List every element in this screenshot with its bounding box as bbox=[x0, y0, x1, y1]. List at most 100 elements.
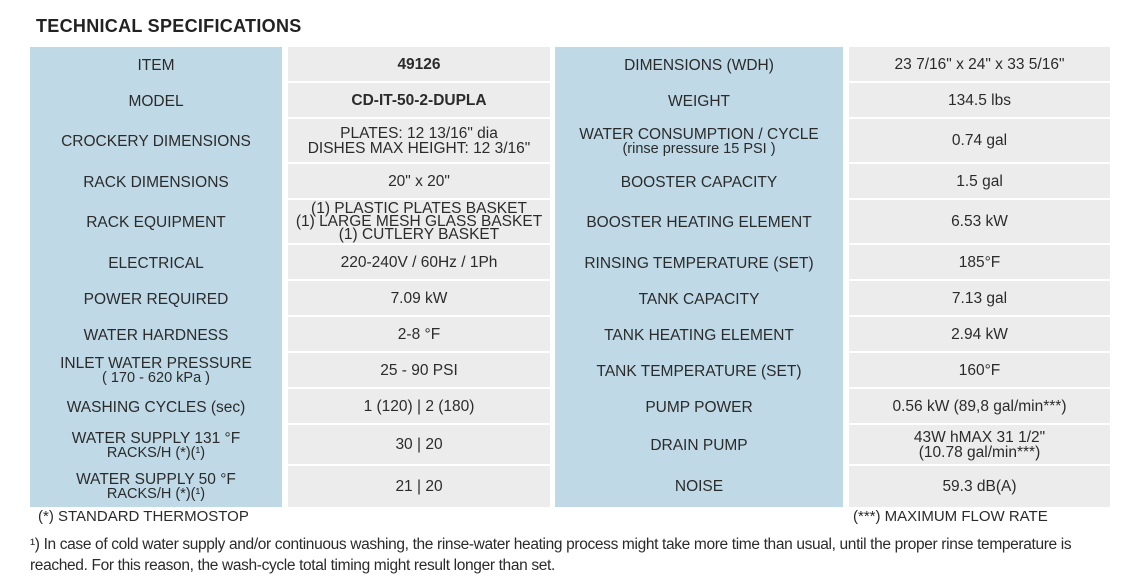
left-crockery-dimensions-label: CROCKERY DIMENSIONS bbox=[30, 119, 282, 164]
left-water-hardness-value: 2-8 °F bbox=[288, 317, 550, 353]
right-value-column: 23 7/16" x 24" x 33 5/16" 134.5 lbs 0.74 g… bbox=[849, 47, 1110, 507]
left-electrical-value: 220-240V / 60Hz / 1Ph bbox=[288, 245, 550, 281]
spec-value-line: 49126 bbox=[397, 55, 441, 73]
left-water-supply-131-f-label: WATER SUPPLY 131 °F RACKS/H (*)(¹) bbox=[30, 425, 282, 466]
spec-value-line: DISHES MAX HEIGHT: 12 3/16" bbox=[307, 139, 531, 157]
spec-value-line: 7.09 kW bbox=[390, 289, 448, 307]
spec-value-line: 0.56 kW (89,8 gal/min***) bbox=[892, 397, 1067, 415]
spec-value-line: 220-240V / 60Hz / 1Ph bbox=[340, 253, 498, 271]
spec-label-line: RINSING TEMPERATURE (SET) bbox=[584, 254, 814, 272]
spec-label-line: ELECTRICAL bbox=[108, 254, 204, 272]
footnote-maximum-flow-rate: (***) MAXIMUM FLOW RATE bbox=[853, 508, 1048, 525]
right-tank-capacity-label: TANK CAPACITY bbox=[555, 281, 843, 317]
spec-label-line: POWER REQUIRED bbox=[83, 290, 229, 308]
spec-label-line: NOISE bbox=[674, 478, 724, 495]
spec-label-line: RACKS/H (*)(¹) bbox=[106, 444, 206, 461]
right-dimensions-wdh-value: 23 7/16" x 24" x 33 5/16" bbox=[849, 47, 1110, 83]
spec-value-line: 160°F bbox=[958, 361, 1001, 379]
left-washing-cycles-sec-label: WASHING CYCLES (sec) bbox=[30, 389, 282, 425]
right-tank-temperature-set-value: 160°F bbox=[849, 353, 1110, 389]
spec-value-line: PLATES: 12 13/16" dia bbox=[340, 124, 498, 142]
spec-label-line: INLET WATER PRESSURE bbox=[60, 355, 252, 372]
left-electrical-label: ELECTRICAL bbox=[30, 245, 282, 281]
spec-value-line: 1 (120) | 2 (180) bbox=[363, 397, 475, 415]
spec-label-line: CROCKERY DIMENSIONS bbox=[61, 133, 251, 150]
right-pump-power-value: 0.56 kW (89,8 gal/min***) bbox=[849, 389, 1110, 425]
spec-label-line: ITEM bbox=[137, 56, 175, 74]
spec-label-line: WATER SUPPLY 50 °F bbox=[76, 470, 236, 488]
spec-label-line: WATER SUPPLY 131 °F bbox=[71, 429, 241, 447]
spec-value-line: 30 | 20 bbox=[395, 436, 443, 453]
right-booster-heating-element-value: 6.53 kW bbox=[849, 200, 1110, 245]
spec-label-line: TANK TEMPERATURE (SET) bbox=[596, 362, 802, 380]
right-label-column: DIMENSIONS (WDH) WEIGHT WATER CONSUMPTION … bbox=[555, 47, 843, 507]
spec-label-line: WASHING CYCLES (sec) bbox=[66, 398, 246, 416]
spec-label-line: DIMENSIONS (WDH) bbox=[624, 56, 774, 74]
spec-value-line: CD-IT-50-2-DUPLA bbox=[351, 91, 487, 109]
left-rack-dimensions-label: RACK DIMENSIONS bbox=[30, 164, 282, 200]
left-label-column: ITEM MODEL CROCKERY DIMENSIONS RACK DIMENSI… bbox=[30, 47, 282, 507]
right-tank-temperature-set-label: TANK TEMPERATURE (SET) bbox=[555, 353, 843, 389]
spec-label-line: WEIGHT bbox=[668, 92, 730, 110]
right-booster-capacity-label: BOOSTER CAPACITY bbox=[555, 164, 843, 200]
spec-value-line: 21 | 20 bbox=[395, 478, 443, 495]
right-noise-value: 59.3 dB(A) bbox=[849, 466, 1110, 507]
right-tank-capacity-value: 7.13 gal bbox=[849, 281, 1110, 317]
left-rack-equipment-value: (1) PLASTIC PLATES BASKET (1) LARGE MESH … bbox=[288, 200, 550, 245]
right-drain-pump-label: DRAIN PUMP bbox=[555, 425, 843, 466]
spec-value-line: 0.74 gal bbox=[951, 132, 1008, 149]
left-rack-equipment-label: RACK EQUIPMENT bbox=[30, 200, 282, 245]
right-tank-heating-element-value: 2.94 kW bbox=[849, 317, 1110, 353]
right-booster-capacity-value: 1.5 gal bbox=[849, 164, 1110, 200]
spec-label-line: RACK DIMENSIONS bbox=[83, 173, 229, 191]
spec-value-line: (1) CUTLERY BASKET bbox=[338, 226, 500, 243]
spec-value-line: (1) LARGE MESH GLASS BASKET bbox=[295, 213, 543, 230]
spec-value-line: 7.13 gal bbox=[951, 289, 1008, 307]
left-washing-cycles-sec-value: 1 (120) | 2 (180) bbox=[288, 389, 550, 425]
right-pump-power-label: PUMP POWER bbox=[555, 389, 843, 425]
right-rinsing-temperature-set-value: 185°F bbox=[849, 245, 1110, 281]
footnote-standard-thermostop: (*) STANDARD THERMOSTOP bbox=[38, 508, 249, 525]
rinse-note: ¹) In case of cold water supply and/or c… bbox=[30, 536, 1072, 574]
spec-value-line: 23 7/16" x 24" x 33 5/16" bbox=[894, 55, 1065, 73]
spec-label-line: BOOSTER CAPACITY bbox=[620, 173, 778, 191]
left-value-column: 49126 CD-IT-50-2-DUPLA PLATES: 12 13/16" d… bbox=[288, 47, 550, 507]
left-inlet-water-pressure-value: 25 - 90 PSI bbox=[288, 353, 550, 389]
left-power-required-label: POWER REQUIRED bbox=[30, 281, 282, 317]
left-model-value: CD-IT-50-2-DUPLA bbox=[288, 83, 550, 119]
left-power-required-value: 7.09 kW bbox=[288, 281, 550, 317]
left-water-supply-50-f-label: WATER SUPPLY 50 °F RACKS/H (*)(¹) bbox=[30, 466, 282, 507]
spec-value-line: 185°F bbox=[958, 253, 1001, 271]
left-crockery-dimensions-value: PLATES: 12 13/16" dia DISHES MAX HEIGHT: … bbox=[288, 119, 550, 164]
spec-label-line: (rinse pressure 15 PSI ) bbox=[622, 140, 776, 157]
right-water-consumption-cycle-label: WATER CONSUMPTION / CYCLE (rinse pressure… bbox=[555, 119, 843, 164]
right-tank-heating-element-label: TANK HEATING ELEMENT bbox=[555, 317, 843, 353]
spec-value-line: 134.5 lbs bbox=[948, 91, 1011, 109]
spec-label-line: WATER CONSUMPTION / CYCLE bbox=[579, 125, 819, 143]
left-item-value: 49126 bbox=[288, 47, 550, 83]
spec-value-line: 25 - 90 PSI bbox=[380, 361, 458, 379]
spec-label-line: TANK CAPACITY bbox=[638, 290, 760, 308]
right-water-consumption-cycle-value: 0.74 gal bbox=[849, 119, 1110, 164]
left-inlet-water-pressure-label: INLET WATER PRESSURE( 170 - 620 kPa ) bbox=[30, 353, 282, 389]
spec-label-line: RACKS/H (*)(¹) bbox=[106, 485, 206, 502]
spec-value-line: 2.94 kW bbox=[951, 325, 1008, 343]
spec-value-line: 1.5 gal bbox=[956, 172, 1003, 190]
spec-value-line: 2-8 °F bbox=[397, 325, 441, 343]
right-drain-pump-value: 43W hMAX 31 1/2" (10.78 gal/min***) bbox=[849, 425, 1110, 466]
right-dimensions-wdh-label: DIMENSIONS (WDH) bbox=[555, 47, 843, 83]
spec-label-line: TANK HEATING ELEMENT bbox=[604, 326, 794, 344]
left-item-label: ITEM bbox=[30, 47, 282, 83]
spec-value-line: 20" x 20" bbox=[388, 172, 450, 190]
spec-label-line: BOOSTER HEATING ELEMENT bbox=[586, 214, 812, 231]
right-weight-value: 134.5 lbs bbox=[849, 83, 1110, 119]
right-noise-label: NOISE bbox=[555, 466, 843, 507]
left-water-supply-131-f-value: 30 | 20 bbox=[288, 425, 550, 466]
spec-value-line: (10.78 gal/min***) bbox=[918, 443, 1041, 461]
right-weight-label: WEIGHT bbox=[555, 83, 843, 119]
left-water-supply-50-f-value: 21 | 20 bbox=[288, 466, 550, 507]
spec-label-line: MODEL bbox=[128, 92, 184, 110]
spec-label-line: DRAIN PUMP bbox=[650, 437, 748, 454]
left-water-hardness-label: WATER HARDNESS bbox=[30, 317, 282, 353]
spec-label-line: ( 170 - 620 kPa ) bbox=[102, 370, 210, 386]
